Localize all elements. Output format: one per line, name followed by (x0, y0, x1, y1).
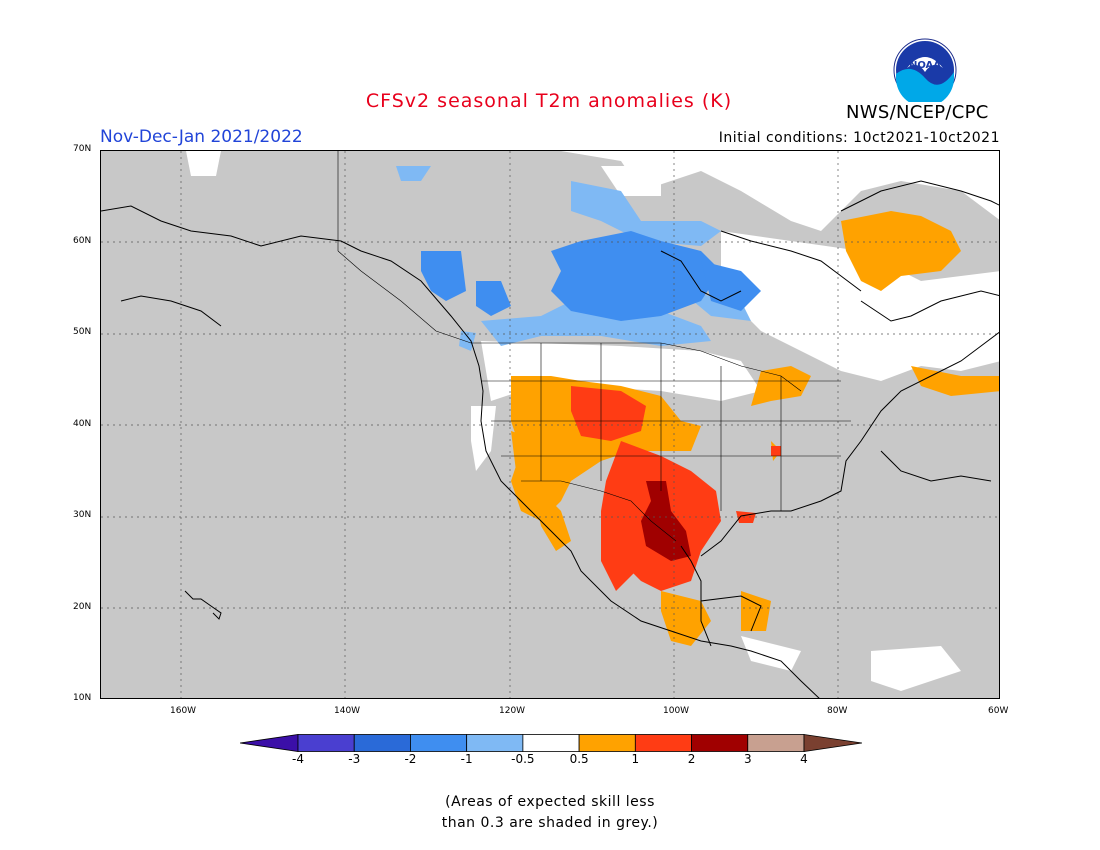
colorbar-segment (747, 734, 805, 752)
lat-label: 20N (73, 602, 92, 612)
cool-anomaly-medium (421, 231, 761, 321)
colorbar-tick-label: -4 (292, 752, 304, 766)
footnote-line: than 0.3 are shaded in grey.) (441, 815, 659, 831)
colorbar-segment (353, 734, 411, 752)
colorbar-segment (522, 734, 580, 752)
colorbar-tick-label: 4 (800, 752, 808, 766)
noaa-logo-icon: NOAA (893, 38, 957, 107)
chart-title: CFSv2 seasonal T2m anomalies (K) (365, 90, 733, 112)
initial-conditions: Initial conditions: 10ct2021-10ct2021 (718, 130, 1000, 146)
lat-label: 40N (73, 419, 92, 429)
colorbar-tick-label: -2 (404, 752, 417, 766)
anomaly-map (100, 150, 1000, 699)
lat-label: 50N (73, 327, 92, 337)
colorbar-tick-label: -0.5 (511, 752, 535, 766)
neutral-regions (186, 151, 999, 691)
lat-label: 10N (73, 693, 92, 703)
color-scale-bar (239, 734, 863, 752)
graticule (101, 151, 999, 698)
lon-label: 60W (988, 706, 1009, 716)
colorbar-tick-label: 3 (743, 752, 752, 766)
colorbar-tick-label: 2 (687, 752, 696, 766)
forecast-period: Nov-Dec-Jan 2021/2022 (100, 127, 303, 147)
colorbar-segment (239, 734, 299, 752)
colorbar-segment (634, 734, 692, 752)
colorbar-tick-label: 1 (631, 752, 640, 766)
colorbar-segment (466, 734, 524, 752)
lon-label: 80W (827, 706, 848, 716)
lon-label: 140W (334, 706, 361, 716)
lon-label: 120W (499, 706, 526, 716)
skill-footnote: (Areas of expected skill less than 0.3 a… (0, 792, 1100, 834)
colorbar-tick-label: -3 (348, 752, 361, 766)
colorbar-segment (803, 734, 863, 752)
lon-label: 100W (663, 706, 690, 716)
lon-label: 160W (170, 706, 197, 716)
colorbar-tick-label: 0.5 (569, 752, 589, 766)
lat-label: 30N (73, 510, 92, 520)
colorbar-segment (297, 734, 355, 752)
warm-anomaly-extreme (641, 481, 691, 561)
agency-label: NWS/NCEP/CPC (846, 102, 989, 123)
colorbar-segment (578, 734, 636, 752)
borders (337, 151, 851, 542)
footnote-line: (Areas of expected skill less (445, 794, 655, 810)
lat-label: 60N (73, 236, 92, 246)
colorbar-segment (410, 734, 468, 752)
lat-label: 70N (73, 144, 92, 154)
logo-text: NOAA (909, 60, 941, 71)
colorbar-segment (691, 734, 749, 752)
coastlines (101, 180, 999, 698)
colorbar-tick-label: -1 (460, 752, 473, 766)
